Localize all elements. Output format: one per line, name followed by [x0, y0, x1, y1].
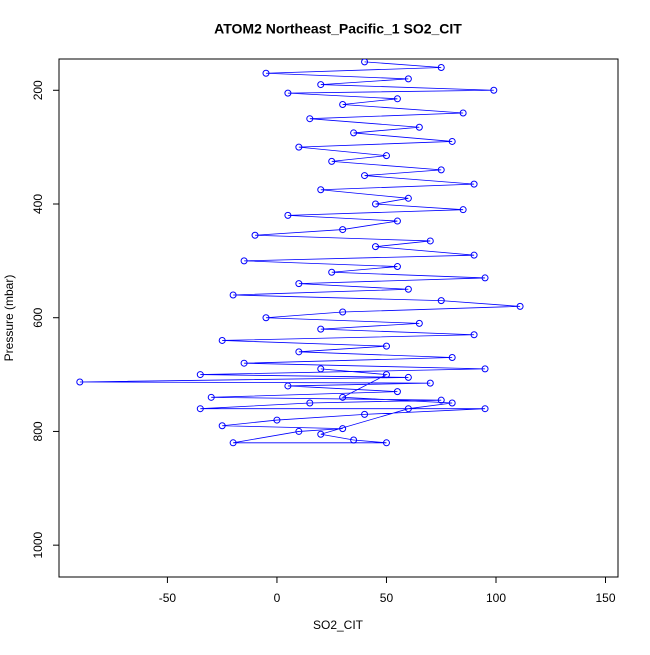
point	[470, 180, 478, 188]
point	[382, 439, 390, 447]
point	[382, 371, 390, 379]
point	[361, 172, 369, 180]
point	[481, 365, 489, 373]
point	[459, 109, 467, 117]
point	[218, 422, 226, 430]
point	[251, 231, 259, 239]
point	[448, 399, 456, 407]
point	[284, 211, 292, 219]
point	[448, 354, 456, 362]
point	[393, 217, 401, 225]
point	[470, 251, 478, 259]
y-tick-label: 200	[31, 80, 45, 100]
point	[382, 152, 390, 160]
point	[240, 257, 248, 265]
point	[295, 427, 303, 435]
point	[317, 325, 325, 333]
point	[240, 359, 248, 367]
point	[448, 137, 456, 145]
point	[361, 410, 369, 418]
point	[317, 186, 325, 194]
point	[372, 200, 380, 208]
point	[393, 263, 401, 271]
point	[339, 226, 347, 234]
point	[306, 399, 314, 407]
x-axis-label: SO2_CIT	[313, 618, 364, 632]
point	[284, 382, 292, 390]
point	[229, 291, 237, 299]
x-tick-label: 50	[380, 591, 394, 605]
point	[328, 268, 336, 276]
point	[317, 81, 325, 89]
point	[437, 64, 445, 72]
point	[295, 348, 303, 356]
point	[339, 308, 347, 316]
point	[339, 425, 347, 433]
point	[339, 100, 347, 108]
point	[470, 331, 478, 339]
point	[404, 285, 412, 293]
point	[404, 194, 412, 202]
point	[437, 396, 445, 404]
point	[393, 388, 401, 396]
point	[437, 297, 445, 305]
point	[490, 86, 498, 94]
point	[426, 379, 434, 387]
point	[339, 393, 347, 401]
y-axis-label: Pressure (mbar)	[2, 275, 16, 362]
x-tick-label: -50	[159, 591, 177, 605]
point	[481, 405, 489, 413]
point	[207, 393, 215, 401]
x-tick-label: 100	[486, 591, 506, 605]
y-tick-label: 1000	[31, 531, 45, 558]
chart-title: ATOM2 Northeast_Pacific_1 SO2_CIT	[214, 21, 462, 37]
point	[415, 319, 423, 327]
y-tick-label: 400	[31, 194, 45, 214]
point	[295, 280, 303, 288]
y-tick-label: 600	[31, 307, 45, 327]
point	[262, 69, 270, 77]
point	[459, 206, 467, 214]
point	[218, 336, 226, 344]
point	[426, 237, 434, 245]
y-tick-label: 800	[31, 421, 45, 441]
point	[350, 436, 358, 444]
point	[382, 342, 390, 350]
point	[196, 371, 204, 379]
point	[481, 274, 489, 282]
point	[229, 439, 237, 447]
point	[196, 405, 204, 413]
point	[516, 302, 524, 310]
point	[415, 123, 423, 131]
plot-frame	[58, 58, 619, 578]
point	[404, 405, 412, 413]
point	[295, 143, 303, 151]
x-tick-label: 150	[595, 591, 615, 605]
point	[76, 378, 84, 386]
point	[328, 157, 336, 165]
point	[306, 115, 314, 123]
point	[273, 416, 281, 424]
point	[317, 365, 325, 373]
point	[437, 166, 445, 174]
point	[393, 95, 401, 103]
point	[284, 89, 292, 97]
point	[317, 430, 325, 438]
series-line	[79, 61, 521, 444]
point	[361, 59, 369, 66]
x-tick-label: 0	[274, 591, 281, 605]
point	[404, 75, 412, 83]
point	[404, 373, 412, 381]
point	[262, 314, 270, 322]
point	[350, 129, 358, 137]
point	[372, 243, 380, 251]
